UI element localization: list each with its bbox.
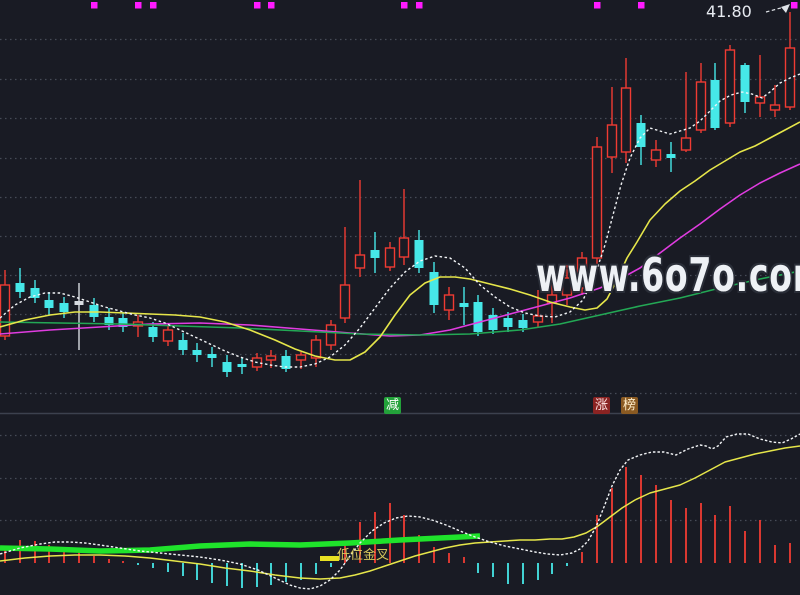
candle-body-up (695, 81, 707, 131)
macd-histogram (4, 467, 791, 588)
candle-body-up (443, 294, 455, 311)
signal-marker (150, 2, 157, 9)
candle-body-up (295, 354, 307, 361)
candle-body-down (30, 288, 40, 298)
ma5-line (0, 73, 800, 368)
signal-marker (254, 2, 261, 9)
candle-body-down (518, 320, 528, 328)
ma30-line (0, 270, 800, 336)
candle-body-up (561, 277, 573, 296)
candle-body-down (178, 340, 188, 350)
candle-body-down (636, 123, 646, 147)
candle-body-down (459, 303, 469, 307)
candle-body-down (207, 354, 217, 358)
candle-body-up (620, 87, 632, 153)
candle-body-down (429, 272, 439, 305)
signal-marker (638, 2, 645, 9)
watermark: www.6o7o.com (536, 248, 800, 302)
candle-body-up (310, 339, 322, 359)
candle-body-up (606, 124, 618, 158)
candle-body-up (754, 96, 766, 104)
candle-body-up (162, 329, 174, 342)
signal-marker (594, 2, 601, 9)
candle-body-up (680, 137, 692, 151)
macd-golden-cross-label: 低位金叉 (337, 548, 390, 563)
macd-dea-line (0, 445, 800, 580)
candle-body-up (384, 247, 396, 268)
candle-body-up (576, 257, 588, 289)
badge-rise[interactable]: 涨 (593, 397, 610, 414)
macd-golden-cross-underline (320, 556, 339, 561)
candle-body-flat (74, 301, 84, 305)
candle-body-up (769, 104, 781, 111)
candle-body-down (89, 305, 99, 317)
signal-marker (135, 2, 142, 9)
signal-marker (791, 2, 798, 9)
candle-body-down (740, 65, 750, 102)
candle-body-up (339, 284, 351, 319)
candle-body-up (354, 254, 366, 269)
gridlines (0, 38, 800, 522)
candle-body-down (148, 327, 158, 337)
candle-body-down (488, 315, 498, 330)
macd-dif-line (0, 433, 800, 590)
candle-body-up (724, 49, 736, 124)
candle-body-up (591, 146, 603, 259)
signal-marker (91, 2, 98, 9)
candle-body-up (532, 315, 544, 323)
candle-body-up (325, 324, 337, 346)
candle-body-down (281, 356, 291, 369)
candle-body-down (118, 318, 128, 327)
price-moving-averages (0, 73, 800, 368)
candle-body-down (370, 250, 380, 258)
signal-marker (416, 2, 423, 9)
ma10-line (0, 121, 800, 361)
price-arrow-head (781, 4, 790, 13)
candle-body-down (666, 154, 676, 158)
candle-body-down (473, 302, 483, 332)
candle-body-up (650, 149, 662, 161)
macd-green-band (0, 533, 481, 554)
candle-body-down (192, 350, 202, 355)
candle-body-down (710, 80, 720, 128)
candle-body-down (222, 362, 232, 372)
badge-reduce[interactable]: 减 (384, 397, 401, 414)
candle-body-down (237, 364, 247, 367)
latest-price-label: 41.80 (706, 2, 752, 21)
candle-body-down (503, 318, 513, 327)
candle-body-down (104, 317, 114, 325)
badge-board[interactable]: 榜 (621, 397, 638, 414)
candle-body-up (265, 355, 277, 361)
candle-body-down (15, 283, 25, 292)
signal-marker (401, 2, 408, 9)
top-signal-markers (91, 2, 798, 9)
candle-body-down (414, 240, 424, 268)
macd-lines (0, 433, 800, 590)
candle-body-up (398, 237, 410, 258)
candle-body-down (59, 303, 69, 312)
candle-body-down (44, 300, 54, 308)
signal-marker (268, 2, 275, 9)
ma20-line (0, 163, 800, 337)
